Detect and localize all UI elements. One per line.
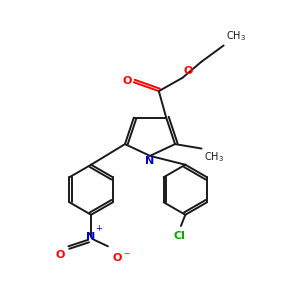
Text: N: N: [86, 232, 96, 242]
Text: O: O: [122, 76, 131, 86]
Text: CH$_3$: CH$_3$: [204, 150, 224, 164]
Text: Cl: Cl: [173, 231, 185, 241]
Text: O$^-$: O$^-$: [112, 251, 130, 263]
Text: O: O: [55, 250, 64, 260]
Text: +: +: [95, 224, 102, 233]
Text: CH$_3$: CH$_3$: [226, 30, 246, 44]
Text: O: O: [184, 66, 193, 76]
Text: N: N: [146, 157, 154, 166]
